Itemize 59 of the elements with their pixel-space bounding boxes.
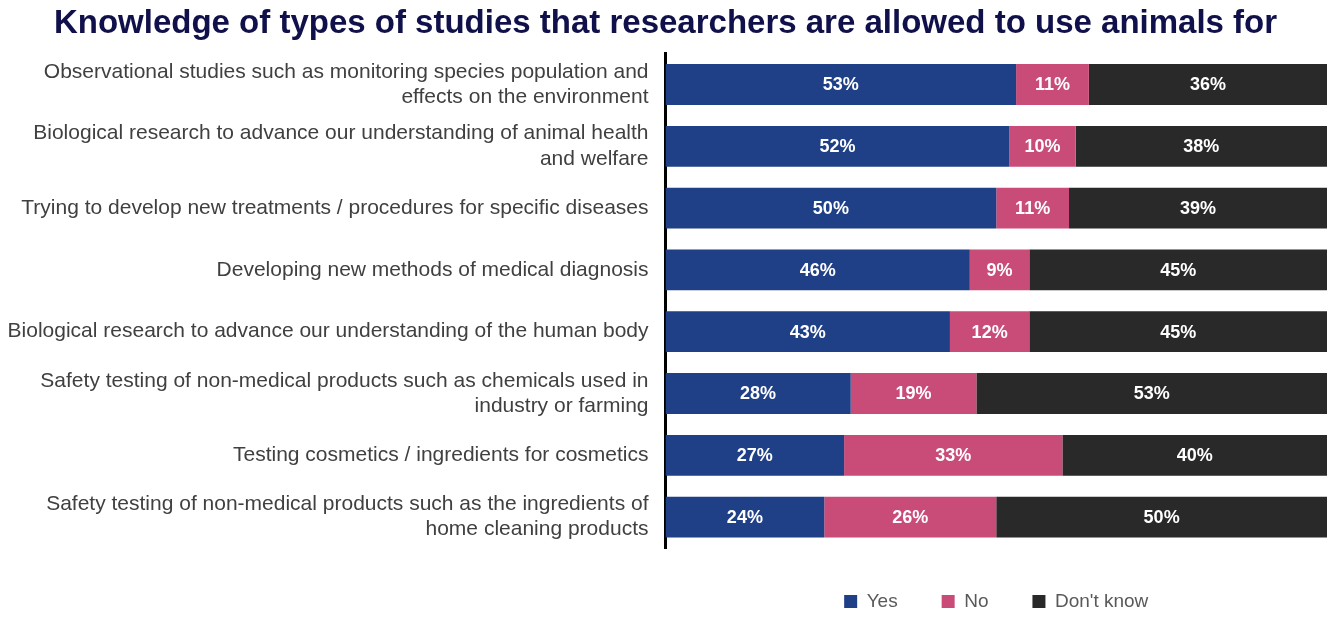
y-tick-label: Observational studies such as monitoring species population and effects on the environment	[43, 58, 649, 107]
data-label: 43%	[789, 321, 826, 342]
bar	[1088, 64, 1327, 105]
data-label: 27%	[736, 445, 773, 466]
bar	[665, 249, 970, 291]
y-tick-label: Developing new methods of medical diagnosis	[216, 256, 649, 280]
data-label: 46%	[799, 259, 836, 280]
data-label: 39%	[1179, 198, 1217, 219]
bar	[996, 187, 1070, 229]
bar	[1029, 249, 1327, 291]
data-label: 24%	[726, 507, 763, 528]
bar	[1062, 434, 1327, 476]
data-label: 36%	[1189, 74, 1226, 95]
bar	[1075, 125, 1327, 167]
data-label: 11%	[1034, 74, 1070, 95]
data-label: 12%	[971, 321, 1008, 342]
bar	[665, 187, 997, 229]
data-label: 26%	[892, 507, 929, 528]
bar	[665, 125, 1010, 167]
y-tick-label: Biological research to advance our understanding of animal health and welfare	[33, 120, 649, 169]
data-label: 38%	[1183, 136, 1220, 157]
data-label: 50%	[812, 198, 849, 219]
bar	[949, 311, 1030, 353]
data-label: 28%	[740, 383, 777, 404]
data-label: 53%	[822, 74, 859, 95]
chart-title: Knowledge of types of studies that researchers are allowed to use animals for	[53, 2, 1278, 40]
bar	[1009, 125, 1076, 167]
bar	[850, 373, 977, 414]
bar	[665, 373, 851, 414]
legend-label: No	[964, 589, 989, 611]
bar	[996, 496, 1327, 538]
data-label: 10%	[1024, 136, 1061, 157]
data-label: 19%	[895, 383, 932, 404]
data-label: 50%	[1143, 507, 1180, 528]
data-label: 33%	[935, 445, 972, 466]
bar	[1016, 64, 1089, 105]
data-label: 53%	[1133, 383, 1170, 404]
bar	[1029, 311, 1327, 353]
y-tick-label: Biological research to advance our understanding of the human body	[7, 318, 649, 342]
data-label: 40%	[1176, 445, 1213, 466]
data-label: 11%	[1015, 198, 1051, 219]
bar	[665, 64, 1017, 105]
bar	[665, 311, 950, 353]
legend-label: Don't know	[1054, 589, 1149, 611]
bar	[665, 496, 825, 538]
y-tick-label: Safety testing of non-medical products such as the ingredients of home cleaning products	[46, 491, 649, 540]
bar	[1069, 187, 1327, 229]
y-tick-label: Safety testing of non-medical products such as chemicals used in industry or farming	[40, 367, 649, 416]
data-label: 9%	[986, 259, 1013, 280]
legend-label: Yes	[866, 589, 898, 611]
y-tick-label: Testing cosmetics / ingredients for cosmetics	[233, 442, 649, 466]
data-label: 45%	[1160, 259, 1197, 280]
bar	[824, 496, 997, 538]
bar	[665, 434, 845, 476]
data-label: 52%	[819, 136, 856, 157]
y-tick-label: Trying to develop new treatments / procedures for specific diseases	[21, 194, 649, 218]
bar	[844, 434, 1063, 476]
bar	[976, 373, 1327, 414]
data-label: 45%	[1160, 321, 1197, 342]
